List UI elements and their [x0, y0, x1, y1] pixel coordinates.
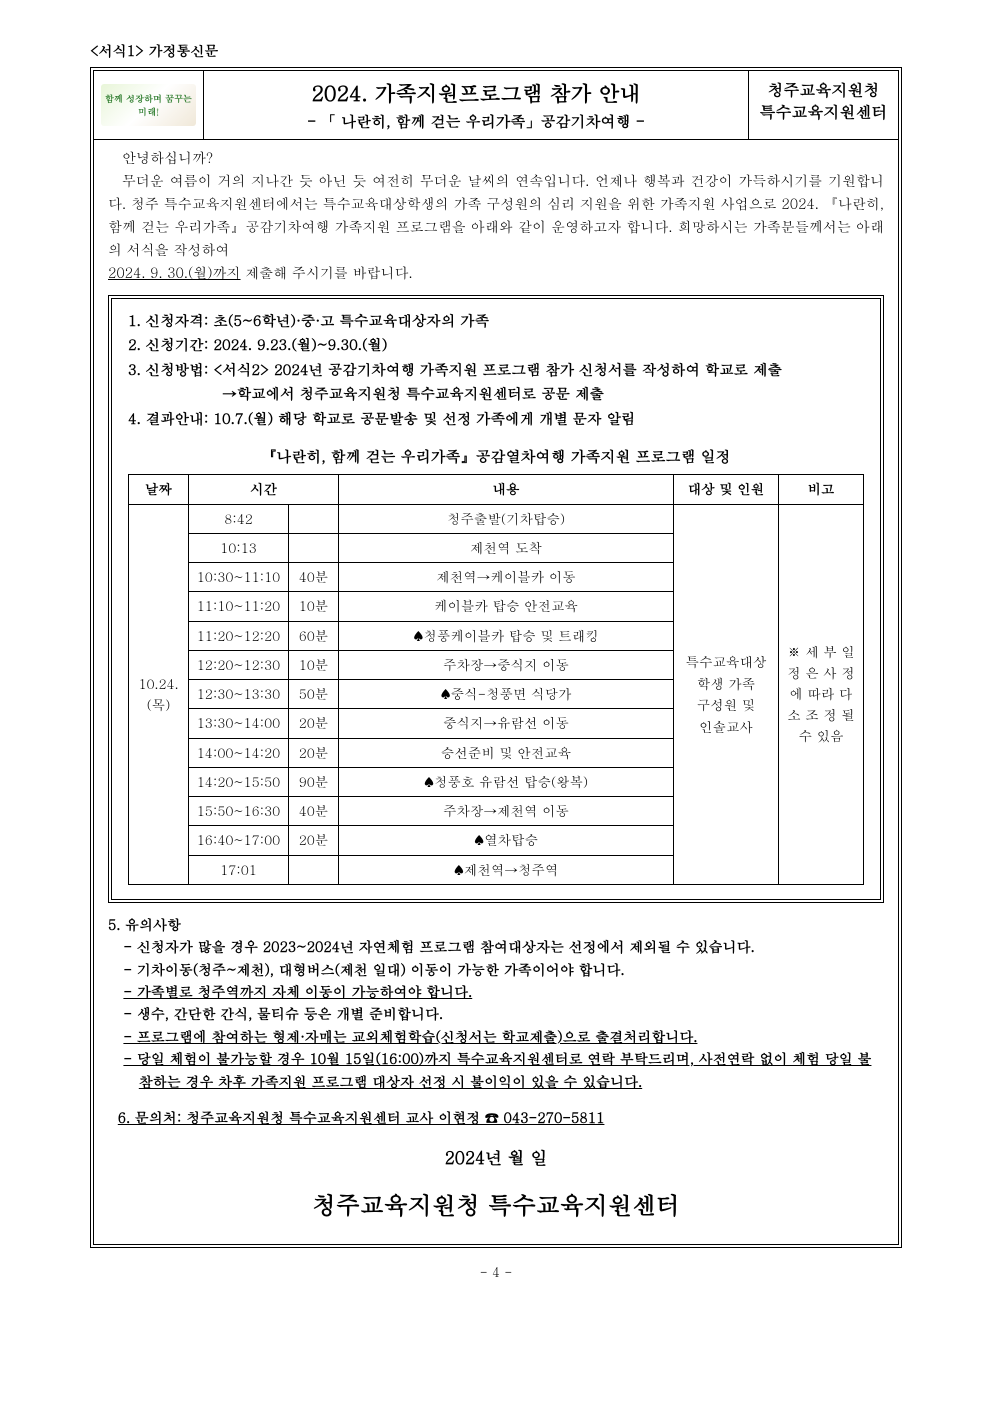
time-cell: 10:13	[189, 533, 289, 562]
content-cell: 청주출발(기차탑승)	[339, 504, 674, 533]
content-cell: 승선준비 및 안전교육	[339, 738, 674, 767]
time-cell: 8:42	[189, 504, 289, 533]
note-cell: ※ 세 부 일 정 은 사 정 에 따라 다소 조 정 될 수 있음	[779, 504, 864, 884]
duration-cell	[289, 533, 339, 562]
duration-cell: 20분	[289, 709, 339, 738]
info-list: 1. 신청자격: 초(5~6학년)·중·고 특수교육대상자의 가족 2. 신청기…	[128, 309, 864, 432]
content-cell: 케이블카 탑승 안전교육	[339, 592, 674, 621]
notice-item: - 가족별로 청주역까지 자체 이동이 가능하여야 합니다.	[108, 980, 884, 1002]
info-item-3-sub: →학교에서 청주교육지원청 특수교육지원센터로 공문 제출	[222, 382, 864, 407]
content-cell: 제천역→케이블카 이동	[339, 563, 674, 592]
deadline-text: 2024. 9. 30.(월)까지	[108, 262, 241, 282]
time-cell: 12:30~13:30	[189, 680, 289, 709]
org-cell: 청주교육지원청 특수교육지원센터	[748, 71, 898, 139]
th-content: 내용	[339, 475, 674, 504]
content-cell: 제천역 도착	[339, 533, 674, 562]
th-note: 비고	[779, 475, 864, 504]
content-cell: ♠청풍케이블카 탑승 및 트래킹	[339, 621, 674, 650]
info-item-4: 4. 결과안내: 10.7.(월) 해당 학교로 공문발송 및 선정 가족에게 …	[128, 407, 864, 432]
th-date: 날짜	[129, 475, 189, 504]
duration-cell: 20분	[289, 738, 339, 767]
form-label: <서식1> 가정통신문	[90, 40, 902, 61]
time-cell: 14:20~15:50	[189, 767, 289, 796]
org-line-2: 특수교육지원센터	[753, 101, 894, 123]
page-subtitle: - 「 나란히, 함께 걷는 우리가족」공감기차여행 -	[208, 111, 744, 134]
intro-text: 무더운 여름이 거의 지나간 듯 아닌 듯 여전히 무더운 날씨의 연속입니다.…	[108, 169, 884, 261]
content-cell: 중식지→유람선 이동	[339, 709, 674, 738]
duration-cell: 90분	[289, 767, 339, 796]
notice-item: - 신청자가 많을 경우 2023~2024년 자연체험 프로그램 참여대상자는…	[108, 935, 884, 957]
th-target: 대상 및 인원	[674, 475, 779, 504]
notice-item: - 프로그램에 참여하는 형제·자매는 교외체험학습(신청서는 학교제출)으로 …	[108, 1025, 884, 1047]
time-cell: 17:01	[189, 855, 289, 884]
intro-text-end: 제출해 주시기를 바랍니다.	[241, 262, 413, 282]
intro-paragraph: 안녕하십니까? 무더운 여름이 거의 지나간 듯 아닌 듯 여전히 무더운 날씨…	[94, 140, 898, 289]
notice-item: - 당일 체험이 불가능할 경우 10월 15일(16:00)까지 특수교육지원…	[108, 1047, 884, 1092]
duration-cell: 40분	[289, 797, 339, 826]
content-cell: ♠청풍호 유람선 탑승(왕복)	[339, 767, 674, 796]
schedule-table: 날짜 시간 내용 대상 및 인원 비고 10.24.(목)8:42 청주출발(기차…	[128, 474, 864, 885]
table-row: 10.24.(목)8:42청주출발(기차탑승)특수교육대상학생 가족구성원 및인…	[129, 504, 864, 533]
time-cell: 16:40~17:00	[189, 826, 289, 855]
contact-line: 6. 문의처: 청주교육지원청 특수교육지원센터 교사 이현정 ☎ 043-27…	[108, 1106, 884, 1128]
duration-cell: 10분	[289, 592, 339, 621]
duration-cell: 20분	[289, 826, 339, 855]
content-cell: ♠중식-청풍면 식당가	[339, 680, 674, 709]
notice-item: - 생수, 간단한 간식, 물티슈 등은 개별 준비합니다.	[108, 1002, 884, 1024]
info-item-3: 3. 신청방법: <서식2> 2024년 공감기차여행 가족지원 프로그램 참가…	[128, 358, 864, 383]
logo-cell: 함께 성장하며 꿈꾸는 미래!	[94, 71, 204, 139]
duration-cell: 60분	[289, 621, 339, 650]
notice-heading: 5. 유의사항	[108, 913, 884, 935]
time-cell: 12:20~12:30	[189, 650, 289, 679]
greeting: 안녕하십니까?	[108, 146, 884, 169]
duration-cell	[289, 504, 339, 533]
content-cell: 주차장→제천역 이동	[339, 797, 674, 826]
title-cell: 2024. 가족지원프로그램 참가 안내 - 「 나란히, 함께 걷는 우리가족…	[204, 71, 748, 139]
th-time: 시간	[189, 475, 339, 504]
page-number: - 4 -	[90, 1262, 902, 1282]
info-item-1: 1. 신청자격: 초(5~6학년)·중·고 특수교육대상자의 가족	[128, 309, 864, 334]
table-header-row: 날짜 시간 내용 대상 및 인원 비고	[129, 475, 864, 504]
footer-organization: 청주교육지원청 특수교육지원센터	[108, 1185, 884, 1223]
info-frame: 1. 신청자격: 초(5~6학년)·중·고 특수교육대상자의 가족 2. 신청기…	[108, 295, 884, 903]
duration-cell: 50분	[289, 680, 339, 709]
time-cell: 15:50~16:30	[189, 797, 289, 826]
content-cell: ♠제천역→청주역	[339, 855, 674, 884]
time-cell: 10:30~11:10	[189, 563, 289, 592]
time-cell: 13:30~14:00	[189, 709, 289, 738]
time-cell: 11:10~11:20	[189, 592, 289, 621]
logo-icon: 함께 성장하며 꿈꾸는 미래!	[101, 84, 196, 126]
notice-block: 5. 유의사항 - 신청자가 많을 경우 2023~2024년 자연체험 프로그…	[94, 911, 898, 1244]
schedule-title: 『나란히, 함께 걷는 우리가족』공감열차여행 가족지원 프로그램 일정	[128, 446, 864, 469]
target-cell: 특수교육대상학생 가족구성원 및인솔교사	[674, 504, 779, 884]
date-cell: 10.24.(목)	[129, 504, 189, 884]
duration-cell: 40분	[289, 563, 339, 592]
info-item-2: 2. 신청기간: 2024. 9.23.(월)~9.30.(월)	[128, 333, 864, 358]
date-line: 2024년 월 일	[108, 1144, 884, 1171]
page-title: 2024. 가족지원프로그램 참가 안내	[208, 77, 744, 109]
notice-item: - 기차이동(청주~제천), 대형버스(제천 일대) 이동이 가능한 가족이어야…	[108, 958, 884, 980]
time-cell: 11:20~12:20	[189, 621, 289, 650]
duration-cell	[289, 855, 339, 884]
content-cell: 주차장→중식지 이동	[339, 650, 674, 679]
org-line-1: 청주교육지원청	[753, 79, 894, 101]
content-cell: ♠열차탑승	[339, 826, 674, 855]
time-cell: 14:00~14:20	[189, 738, 289, 767]
document-frame: 함께 성장하며 꿈꾸는 미래! 2024. 가족지원프로그램 참가 안내 - 「…	[90, 67, 902, 1248]
header-row: 함께 성장하며 꿈꾸는 미래! 2024. 가족지원프로그램 참가 안내 - 「…	[94, 71, 898, 140]
duration-cell: 10분	[289, 650, 339, 679]
